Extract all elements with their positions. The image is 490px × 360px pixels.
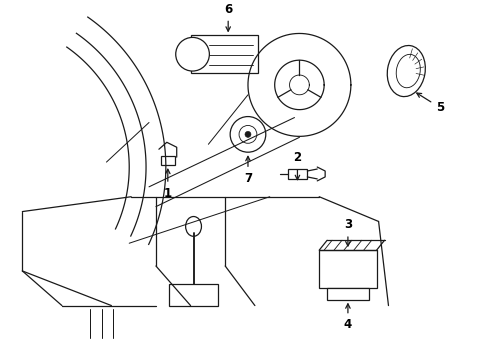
- Bar: [319, 250, 377, 288]
- Text: 7: 7: [244, 156, 252, 185]
- Text: 5: 5: [417, 93, 444, 114]
- Bar: [327, 288, 368, 300]
- Text: 4: 4: [344, 304, 352, 332]
- Bar: [191, 35, 258, 73]
- Text: 2: 2: [294, 151, 301, 180]
- Ellipse shape: [396, 54, 420, 88]
- Bar: [169, 284, 218, 306]
- Circle shape: [245, 131, 251, 138]
- Circle shape: [230, 117, 266, 152]
- Circle shape: [239, 126, 257, 143]
- Bar: [161, 156, 175, 165]
- Text: 3: 3: [344, 219, 352, 246]
- Bar: [288, 169, 307, 179]
- Ellipse shape: [186, 216, 201, 236]
- Text: 1: 1: [164, 169, 172, 200]
- Circle shape: [176, 37, 209, 71]
- Ellipse shape: [387, 45, 425, 96]
- Text: 6: 6: [224, 3, 232, 31]
